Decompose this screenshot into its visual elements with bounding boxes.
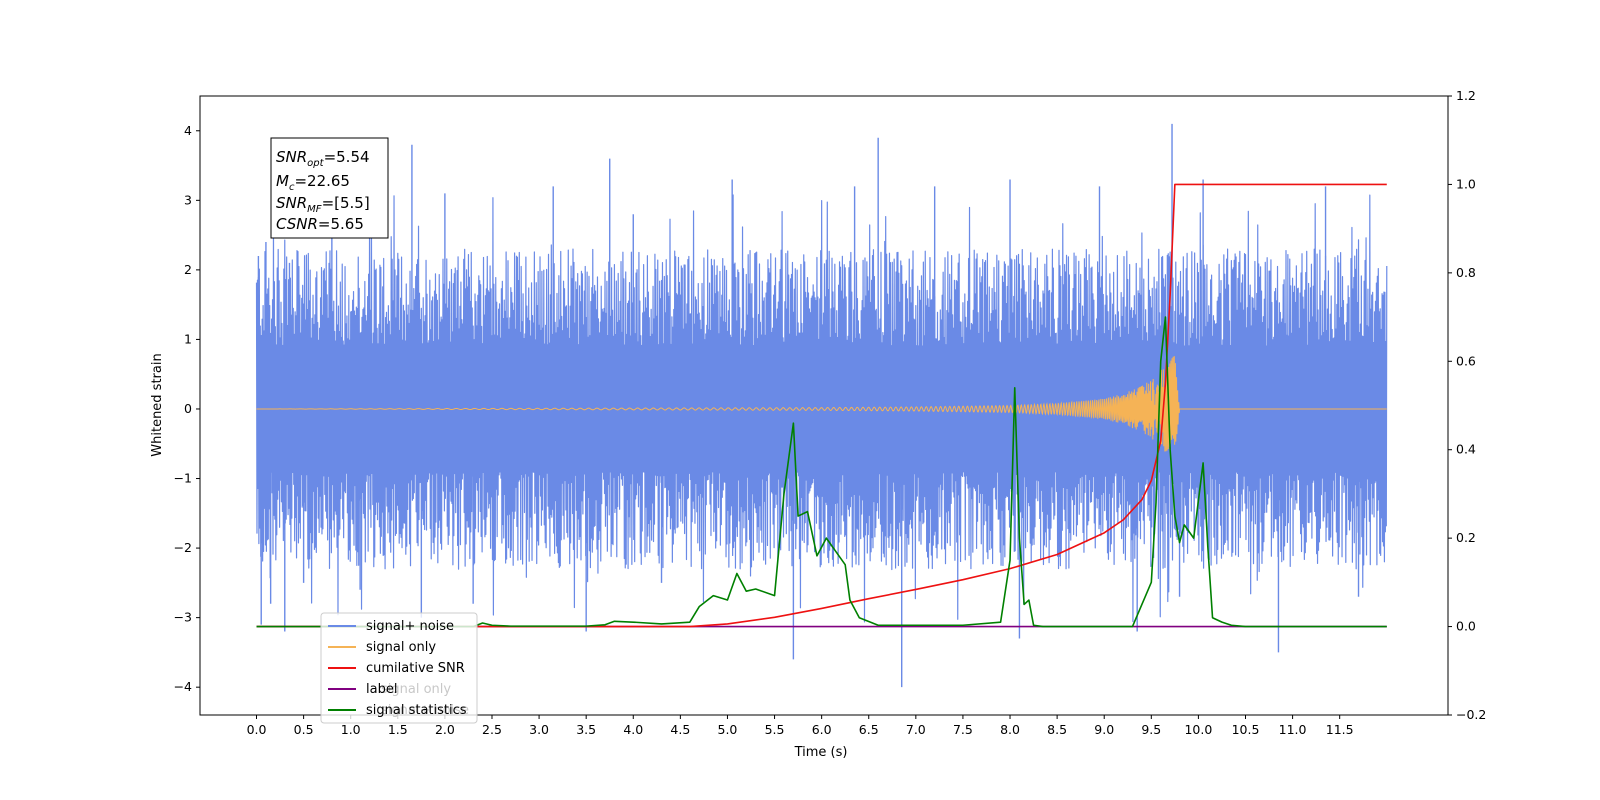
- series-cumulative-snr-line: [256, 183, 1387, 628]
- x-tick-label: 5.5: [765, 722, 785, 737]
- x-tick-label: 2.5: [482, 722, 502, 737]
- legend-label-label: label: [366, 682, 397, 697]
- x-tick-label: 2.0: [435, 722, 455, 737]
- x-tick-label: 10.0: [1184, 722, 1212, 737]
- x-tick-label: 4.5: [670, 722, 690, 737]
- annotation-mc: Mc=22.65: [276, 172, 350, 193]
- y-right-tick-label: 0.8: [1456, 265, 1476, 280]
- legend-label-signal: signal only: [366, 640, 436, 655]
- legend-ghost-signal-only: signal only: [381, 682, 451, 697]
- x-tick-label: 8.5: [1047, 722, 1067, 737]
- y-left-tick-label: −3: [174, 610, 192, 625]
- annotation-csnr: CSNR=5.65: [276, 215, 364, 233]
- y-right-tick-label: 0.2: [1456, 530, 1476, 545]
- series-layer: [255, 123, 1388, 688]
- legend: signal only signal+ noise signal+ noise …: [320, 612, 478, 724]
- x-tick-label: 6.0: [812, 722, 832, 737]
- annotation-snr-opt: SNRopt=5.54: [276, 148, 370, 169]
- x-tick-label: 4.0: [623, 722, 643, 737]
- y-left-tick-label: 1: [184, 331, 192, 346]
- series-signal-only-line: [256, 356, 1387, 452]
- x-tick-label: 3.5: [576, 722, 596, 737]
- x-tick-label: 0.0: [247, 722, 267, 737]
- x-tick-label: 6.5: [859, 722, 879, 737]
- x-tick-label: 9.0: [1094, 722, 1114, 737]
- x-tick-label: 11.0: [1279, 722, 1307, 737]
- y-right-tick-label: 0.0: [1456, 619, 1476, 634]
- series-signal-statistics-line: [256, 316, 1387, 628]
- x-tick-label: 7.5: [953, 722, 973, 737]
- x-tick-label: 7.0: [906, 722, 926, 737]
- x-tick-label: 3.0: [529, 722, 549, 737]
- x-tick-label: 9.5: [1141, 722, 1161, 737]
- x-tick-label: 10.5: [1232, 722, 1260, 737]
- legend-label-noise: signal+ noise: [366, 619, 454, 634]
- y-axis-right: 1.2 1.0 0.8 0.6 0.4 0.2 0.0 −0.2: [1448, 88, 1486, 722]
- y-left-tick-label: 3: [184, 192, 192, 207]
- y-left-tick-label: −4: [174, 679, 192, 694]
- legend-ghost-signal-noise: signal+ noise: [381, 703, 469, 718]
- legend-label-stats: signal statistics: [366, 703, 467, 718]
- x-tick-label: 8.0: [1000, 722, 1020, 737]
- y-right-tick-label: 0.6: [1456, 353, 1476, 368]
- legend-label-snr: cumilative SNR: [366, 661, 465, 676]
- y-left-tick-label: −2: [174, 540, 192, 555]
- y-axis-label: Whitened strain: [150, 353, 165, 456]
- plot-frame: [199, 95, 1449, 716]
- y-axis-left: 4 3 2 1 0 −1 −2 −3 −4: [174, 123, 200, 694]
- series-signal-noise-spikes: [257, 123, 1360, 688]
- annotation-box: SNRopt=5.54 Mc=22.65 SNRMF=[5.5] CSNR=5.…: [270, 137, 389, 239]
- x-tick-label: 0.5: [294, 722, 314, 737]
- x-tick-label: 1.5: [388, 722, 408, 737]
- x-tick-label: 5.0: [718, 722, 738, 737]
- y-right-tick-label: 1.0: [1456, 176, 1476, 191]
- annotation-snr-mf: SNRMF=[5.5]: [276, 194, 370, 215]
- y-left-tick-label: −1: [174, 471, 192, 486]
- x-axis: 0.0 0.5 1.0 1.5 2.0 2.5 3.0 3.5 4.0 4.5 5.0 5.5 6.0 6…: [247, 715, 1354, 737]
- y-right-tick-label: 1.2: [1456, 88, 1476, 103]
- x-tick-label: 1.0: [341, 722, 361, 737]
- y-left-tick-label: 2: [184, 262, 192, 277]
- y-right-tick-label: 0.4: [1456, 442, 1476, 457]
- x-tick-label: 11.5: [1326, 722, 1354, 737]
- y-right-tick-label: −0.2: [1456, 707, 1486, 722]
- x-axis-label: Time (s): [794, 745, 848, 760]
- y-left-tick-label: 0: [184, 401, 192, 416]
- y-left-tick-label: 4: [184, 123, 192, 138]
